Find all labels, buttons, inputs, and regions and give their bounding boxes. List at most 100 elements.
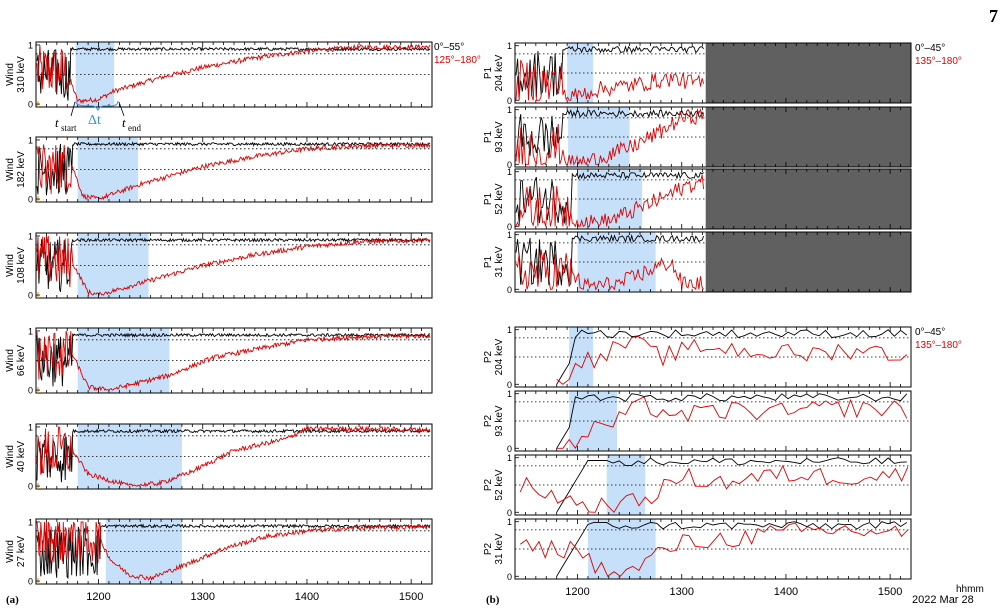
series-red [515, 249, 704, 291]
legend-red-right-p2: 135°–180° [915, 340, 962, 351]
y-tick-label: 0 [28, 386, 33, 396]
instrument-label: P1 [483, 255, 494, 268]
energy-label: 204 keV [494, 338, 505, 375]
panel-p1-52-kev: 0 1 P1 52 keV [483, 167, 912, 232]
y-tick-label: 1 [507, 167, 512, 177]
energy-label: 31 keV [494, 533, 505, 564]
y-tick-label: 1 [28, 135, 33, 145]
energy-label: 52 keV [494, 469, 505, 500]
y-tick-label: 0 [28, 291, 33, 301]
instrument-label: P1 [483, 192, 494, 205]
instrument-label: P2 [483, 350, 494, 363]
y-tick-label: 0 [507, 380, 512, 390]
x-tick-label: 1500 [878, 586, 902, 598]
energy-label: 108 keV [16, 247, 27, 284]
panel-wind-310-kev: 0 1 Wind 310 keV [5, 40, 433, 110]
t-end-sub: end [128, 123, 141, 133]
legend-black-left: 0°–55° [434, 42, 464, 53]
energy-label: 66 keV [16, 345, 27, 376]
panel-wind-66-kev: 0 1 Wind 66 keV [5, 326, 433, 396]
y-tick-label: 0 [507, 508, 512, 518]
instrument-label: P1 [483, 66, 494, 79]
panel-label-b: (b) [486, 594, 500, 606]
annot-arrow-start [70, 101, 76, 117]
x-tick-label: 1200 [86, 591, 110, 603]
series-red [556, 336, 908, 385]
y-tick-label: 0 [28, 100, 33, 110]
panel-p2-204-kev: 0 1 P2 204 keV [483, 325, 912, 390]
shaded-interval [587, 519, 656, 579]
energy-label: 182 keV [16, 151, 27, 188]
y-tick-label: 1 [507, 230, 512, 240]
y-tick-label: 0 [507, 160, 512, 170]
series-black [36, 428, 431, 483]
series-red [36, 141, 431, 201]
annot-arrow-end [118, 101, 125, 117]
x-tick-label: 1500 [399, 591, 423, 603]
panel-p1-204-kev: 0 1 P1 204 keV [483, 41, 912, 106]
series-black [36, 523, 431, 580]
series-black [36, 141, 431, 196]
x-tick-label: 1400 [295, 591, 319, 603]
shaded-interval [77, 328, 170, 393]
y-tick-label: 0 [28, 195, 33, 205]
date-label: 2022 Mar 28 [912, 594, 974, 606]
y-tick-label: 1 [507, 105, 512, 115]
y-tick-label: 1 [507, 325, 512, 335]
panel-p1-93-kev: 0 1 P1 93 keV [483, 105, 912, 170]
panel-wind-182-kev: 0 1 Wind 182 keV [5, 135, 433, 205]
y-tick-label: 0 [28, 482, 33, 492]
y-tick-label: 1 [28, 422, 33, 432]
energy-label: 31 keV [494, 246, 505, 277]
instrument-label: Wind [5, 349, 16, 372]
y-tick-label: 0 [507, 96, 512, 106]
y-tick-label: 0 [507, 222, 512, 232]
delta-t-label: Δt [88, 113, 101, 128]
panel-p2-52-kev: 0 1 P2 52 keV [483, 453, 912, 518]
panel-p2-93-kev: 0 1 P2 93 keV [483, 389, 912, 454]
series-black [556, 393, 908, 449]
energy-label: 52 keV [494, 183, 505, 214]
instrument-label: Wind [5, 254, 16, 277]
page-number: 7 [989, 6, 998, 26]
series-red [36, 521, 431, 581]
series-black [556, 521, 908, 577]
series-black [556, 457, 907, 513]
instrument-label: Wind [5, 63, 16, 86]
panel-p1-31-kev: 0 1 P1 31 keV [483, 230, 912, 295]
no-data-region [705, 43, 911, 103]
instrument-label: P2 [483, 478, 494, 491]
y-tick-label: 1 [507, 41, 512, 51]
instrument-label: Wind [5, 540, 16, 563]
panel-wind-108-kev: 0 1 Wind 108 keV [5, 231, 433, 301]
legend-black-right-p2: 0°–45° [915, 327, 945, 338]
panel-wind-40-kev: 0 1 Wind 40 keV [5, 422, 433, 492]
energy-label: 93 keV [494, 405, 505, 436]
shaded-interval [569, 327, 594, 387]
t-start-label: t [55, 115, 59, 130]
legend-black-right-p1: 0°–45° [915, 43, 945, 54]
series-red [515, 59, 705, 101]
instrument-label: P2 [483, 414, 494, 427]
series-red [515, 108, 705, 166]
shaded-interval [569, 391, 618, 451]
delta-t-bracket [75, 100, 119, 112]
energy-label: 27 keV [16, 536, 27, 567]
series-red [36, 235, 431, 297]
series-red [556, 396, 908, 449]
series-red [519, 464, 909, 514]
series-red [36, 43, 431, 104]
x-tick-label: 1300 [669, 586, 693, 598]
y-tick-label: 1 [507, 453, 512, 463]
legend-red-left: 125°–180° [434, 55, 481, 66]
series-black [36, 332, 431, 387]
y-tick-label: 0 [507, 285, 512, 295]
delta-t-annotation: t start Δt t end [55, 100, 141, 133]
no-data-region [705, 169, 911, 229]
series-red [36, 425, 431, 488]
y-tick-label: 1 [507, 517, 512, 527]
series-red [519, 522, 909, 577]
y-tick-label: 1 [28, 231, 33, 241]
x-tick-label: 1300 [190, 591, 214, 603]
